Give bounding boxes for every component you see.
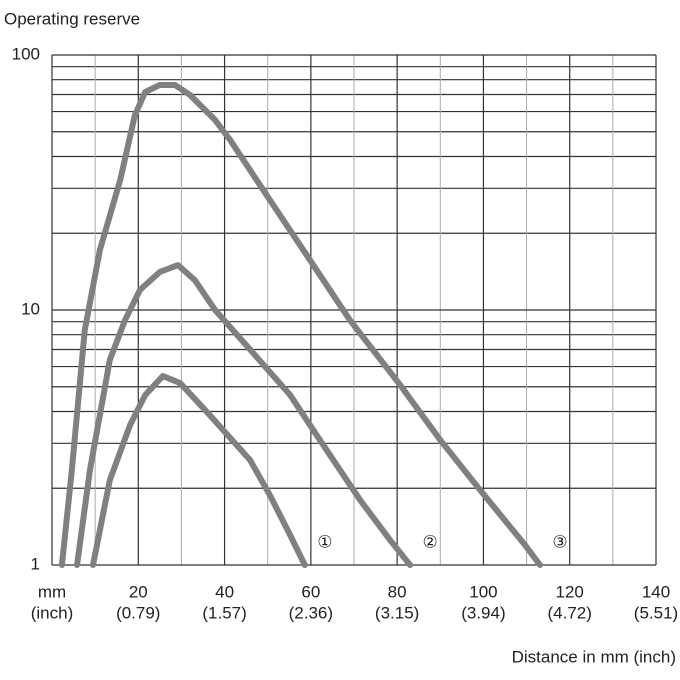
x-tick-label: 60 (301, 582, 320, 601)
curve (74, 262, 414, 568)
curve-label: ② (422, 532, 437, 551)
x-tick-label: 120 (556, 582, 584, 601)
curve-label: ③ (552, 532, 567, 551)
x-tick-sublabel: (5.51) (634, 603, 678, 622)
x-tick-sublabel: (inch) (31, 603, 74, 622)
x-tick-label: mm (38, 582, 66, 601)
chart-title: Operating reserve (4, 9, 140, 28)
x-tick-sublabel: (3.15) (375, 603, 419, 622)
y-tick-label: 100 (12, 44, 40, 63)
curve-label: ① (317, 532, 332, 551)
y-tick-label: 1 (31, 554, 40, 573)
x-axis-label: Distance in mm (inch) (512, 647, 676, 666)
x-tick-sublabel: (4.72) (548, 603, 592, 622)
y-tick-label: 10 (21, 299, 40, 318)
x-tick-sublabel: (0.79) (116, 603, 160, 622)
x-tick-label: 40 (215, 582, 234, 601)
x-tick-label: 20 (129, 582, 148, 601)
curve (89, 373, 308, 568)
x-tick-sublabel: (2.36) (289, 603, 333, 622)
x-tick-sublabel: (1.57) (202, 603, 246, 622)
x-tick-sublabel: (3.94) (461, 603, 505, 622)
x-tick-label: 100 (469, 582, 497, 601)
curve (58, 81, 543, 568)
x-tick-label: 140 (642, 582, 670, 601)
x-tick-label: 80 (388, 582, 407, 601)
